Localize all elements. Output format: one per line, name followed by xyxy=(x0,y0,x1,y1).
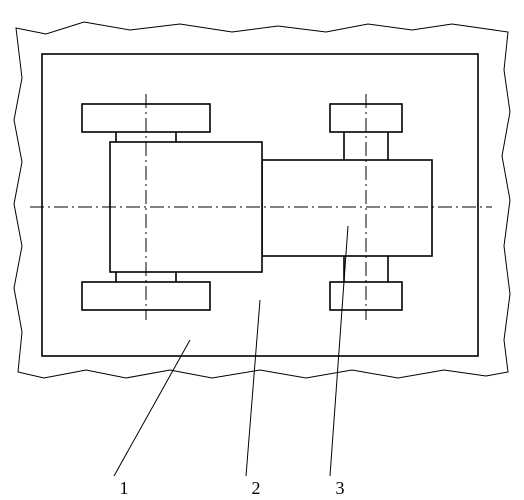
label-2: 2 xyxy=(252,478,261,498)
leader-1 xyxy=(114,340,190,476)
leader-3 xyxy=(330,226,348,476)
label-1: 1 xyxy=(120,478,129,498)
label-3: 3 xyxy=(336,478,345,498)
leader-2 xyxy=(246,300,260,476)
